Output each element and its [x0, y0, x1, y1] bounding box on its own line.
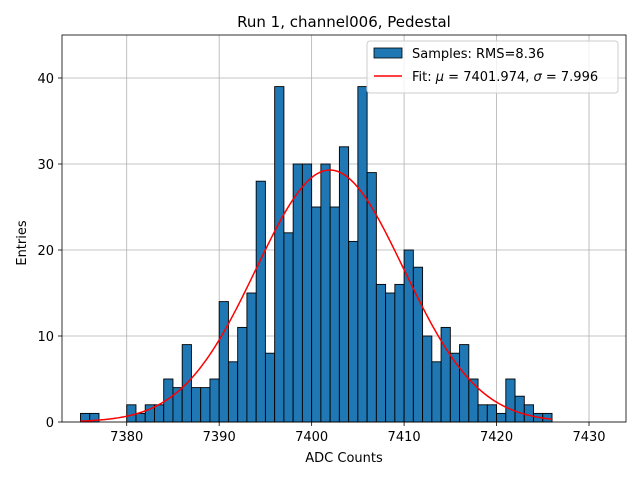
histogram-bar	[126, 404, 137, 423]
histogram-bar	[255, 180, 266, 423]
mu-symbol: μ	[435, 70, 444, 85]
histogram-bar	[514, 395, 525, 423]
histogram-bar	[486, 404, 498, 423]
histogram-bar	[320, 163, 331, 423]
x-tick-label: 7410	[388, 430, 421, 445]
sigma-value: = 7.996	[542, 70, 598, 85]
histogram-bar	[357, 86, 368, 423]
y-axis-ticks: 0 10 20 30 40	[37, 72, 62, 431]
y-tick-label: 10	[37, 330, 54, 345]
histogram-bar	[209, 378, 220, 423]
histogram-bar	[237, 326, 248, 423]
histogram-bar	[477, 404, 488, 423]
x-axis-ticks: 7380 7390 7400 7410 7420 7430	[110, 422, 606, 445]
legend-samples-swatch	[373, 47, 403, 59]
legend-box	[366, 40, 619, 94]
x-tick-label: 7420	[480, 430, 513, 445]
fit-prefix: Fit:	[412, 70, 436, 85]
histogram-bar	[274, 86, 285, 423]
histogram-bar	[301, 163, 313, 423]
histogram-bar	[523, 404, 534, 423]
histogram-bar	[403, 249, 414, 423]
histogram-bar	[422, 335, 433, 423]
histogram-bar	[348, 240, 359, 423]
histogram-bar	[218, 301, 229, 423]
histogram-bar	[468, 378, 479, 423]
x-tick-label: 7430	[572, 430, 605, 445]
histogram-bar	[135, 412, 146, 423]
histogram-bar	[496, 412, 507, 423]
y-tick-label: 30	[37, 158, 54, 173]
histogram-bar	[190, 387, 202, 423]
histogram-bar	[264, 352, 276, 423]
mu-value: = 7401.974,	[444, 70, 533, 85]
legend-samples-label: Samples: RMS=8.36	[412, 47, 544, 62]
histogram-bar	[227, 361, 239, 423]
sigma-symbol: σ	[534, 70, 543, 85]
x-axis-label: ADC Counts	[305, 451, 383, 466]
histogram-bar	[329, 206, 340, 423]
histogram-bar	[154, 404, 165, 423]
histogram-bars	[80, 86, 553, 423]
histogram-bar	[246, 292, 257, 423]
histogram-bar	[505, 378, 516, 423]
x-tick-label: 7400	[295, 430, 328, 445]
legend: Samples: RMS=8.36 Fit: μ = 7401.974, σ =…	[366, 40, 619, 94]
histogram-bar	[394, 283, 405, 423]
histogram-bar	[385, 292, 396, 423]
histogram-bar	[375, 283, 387, 423]
legend-fit-label: Fit: μ = 7401.974, σ = 7.996	[412, 70, 598, 85]
histogram-bar	[449, 352, 461, 423]
histogram-bar	[292, 163, 303, 423]
chart-title: Run 1, channel006, Pedestal	[237, 13, 451, 31]
histogram-bar	[459, 344, 470, 423]
x-tick-label: 7390	[203, 430, 236, 445]
y-axis-label: Entries	[15, 220, 30, 266]
gaussian-fit-curve	[80, 169, 553, 422]
y-tick-label: 40	[37, 72, 54, 87]
histogram-bar	[431, 361, 442, 423]
y-tick-label: 0	[46, 416, 54, 431]
plot-frame	[61, 34, 627, 423]
histogram-bar	[366, 172, 377, 423]
y-tick-label: 20	[37, 244, 54, 259]
histogram-bar	[283, 232, 294, 423]
histogram-bar	[338, 146, 350, 423]
histogram-bar	[311, 206, 322, 423]
histogram-bar	[200, 387, 211, 423]
x-tick-label: 7380	[110, 430, 143, 445]
